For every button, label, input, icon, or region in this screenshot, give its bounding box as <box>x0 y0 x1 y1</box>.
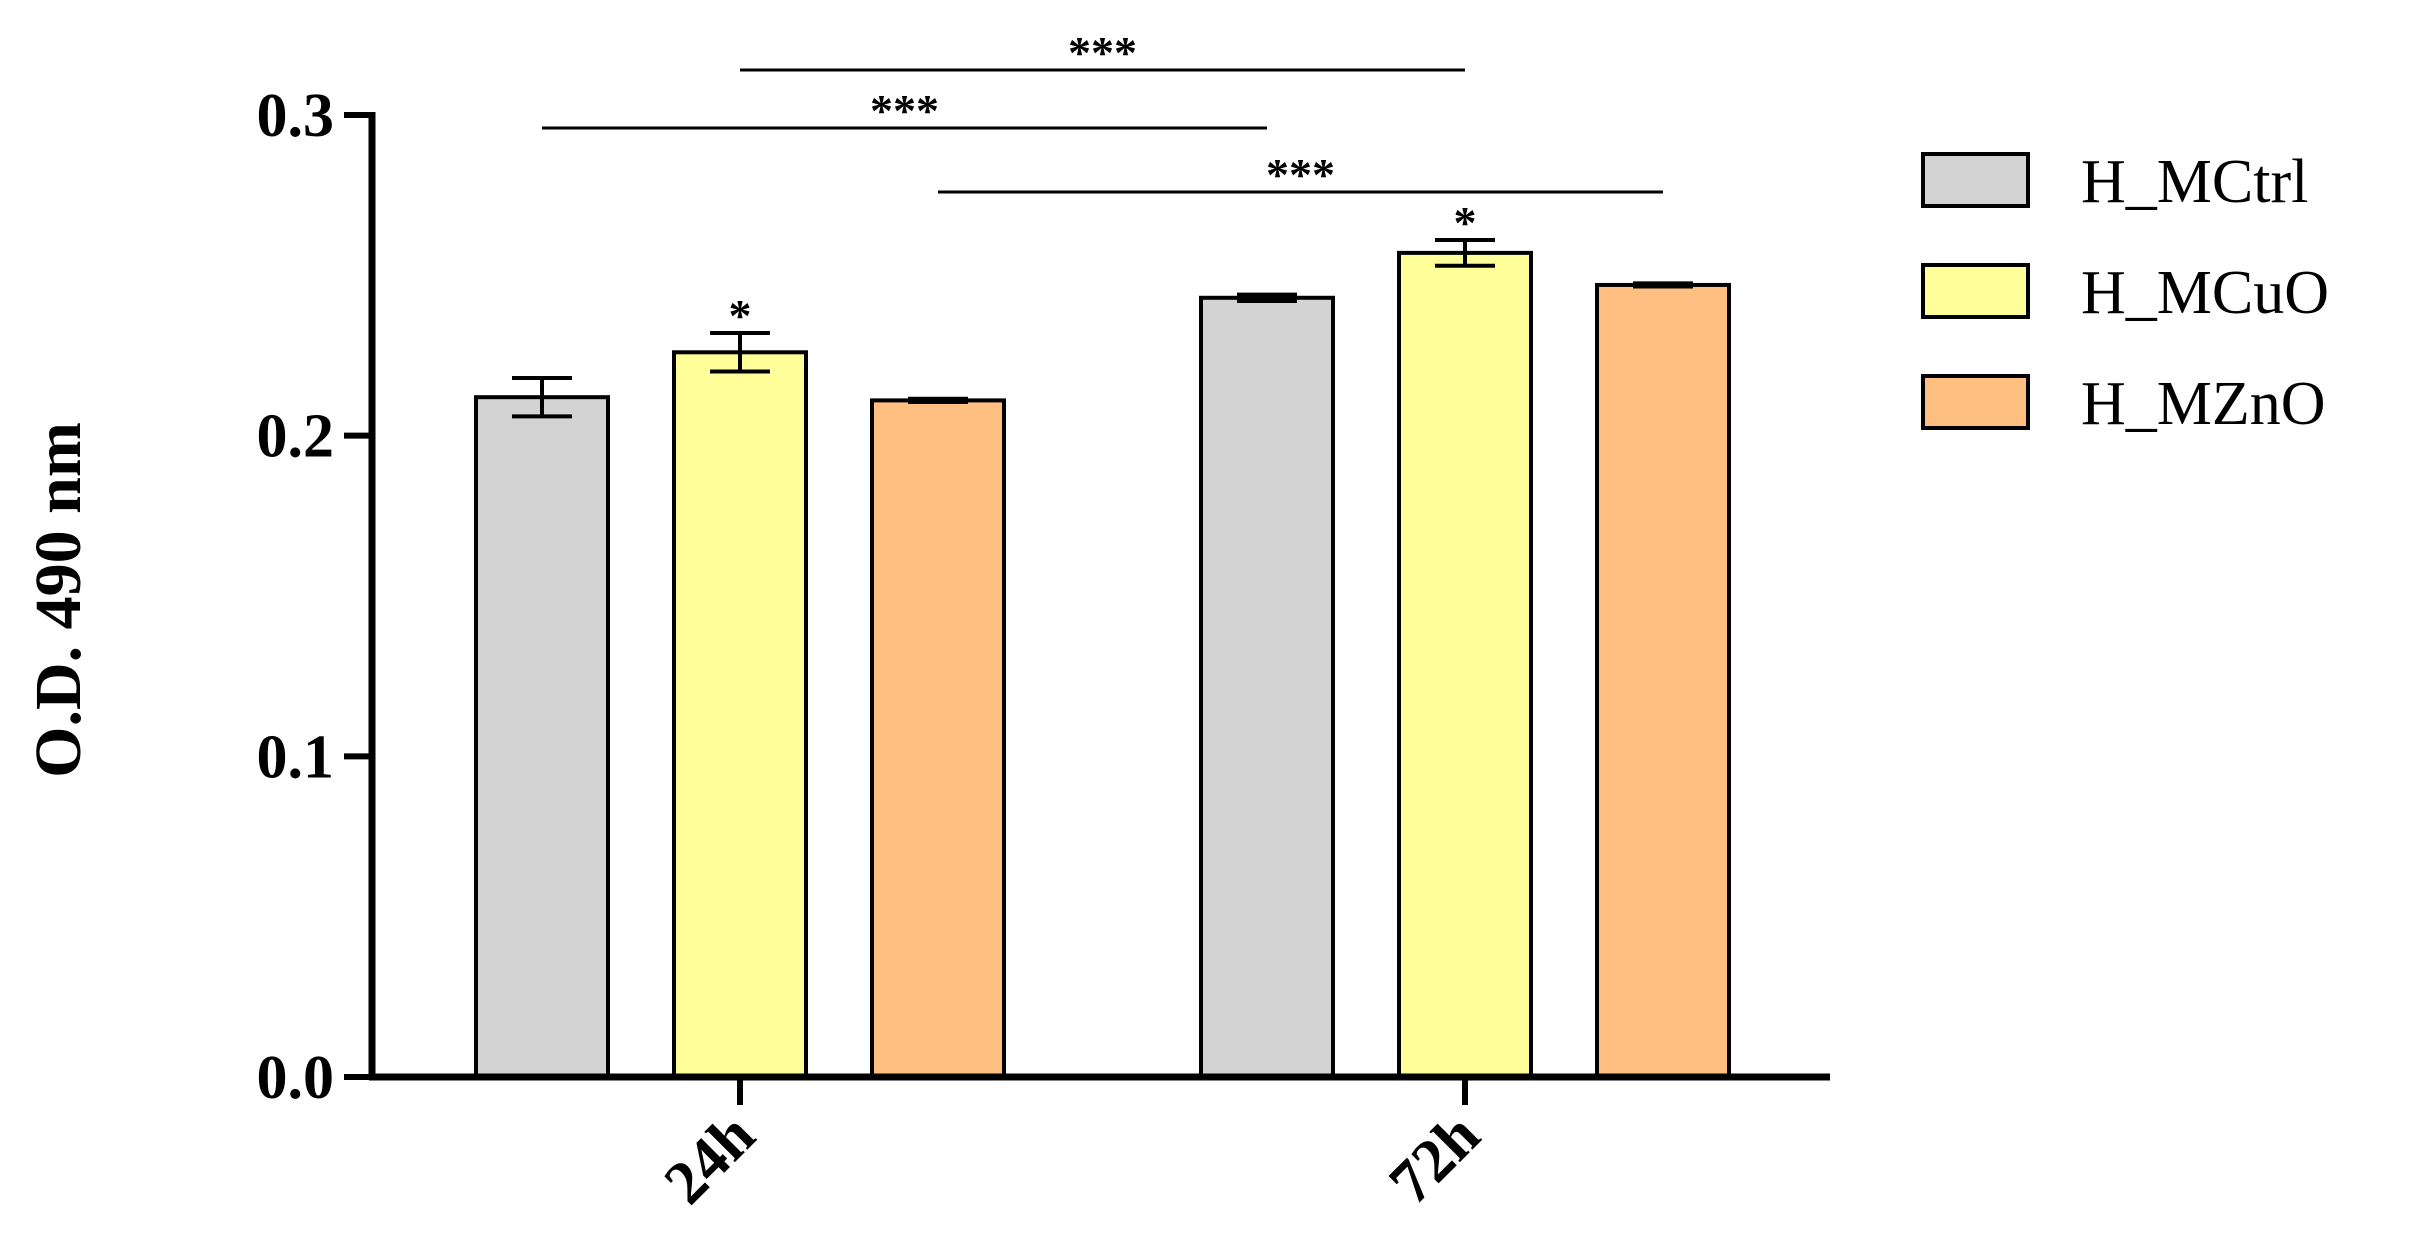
legend-swatch <box>1921 374 2030 430</box>
significance-mark: * <box>1454 197 1477 248</box>
y-tick-label: 0.1 <box>257 723 335 791</box>
bar <box>1199 295 1335 1079</box>
bar <box>870 398 1006 1080</box>
y-axis-label: O.D. 490 nm <box>22 422 95 778</box>
significance-label: *** <box>1266 149 1335 200</box>
legend-label: H_MCtrl <box>2081 148 2308 216</box>
legend-swatch <box>1921 263 2030 319</box>
legend-swatch <box>1921 152 2030 208</box>
bar <box>672 350 808 1079</box>
y-tick-label: 0.0 <box>257 1044 335 1112</box>
legend-label: H_MZnO <box>2081 370 2326 438</box>
legend-label: H_MCuO <box>2081 259 2329 327</box>
y-tick-label: 0.2 <box>257 403 335 471</box>
bar <box>474 395 610 1080</box>
y-tick-label: 0.3 <box>257 82 335 150</box>
bar <box>1397 250 1533 1080</box>
significance-label: *** <box>1068 27 1137 78</box>
bar <box>1595 282 1731 1080</box>
significance-mark: * <box>729 290 752 341</box>
x-tick-label: 24h <box>652 1101 768 1217</box>
x-tick-label: 72h <box>1377 1101 1493 1217</box>
significance-label: *** <box>870 85 939 136</box>
